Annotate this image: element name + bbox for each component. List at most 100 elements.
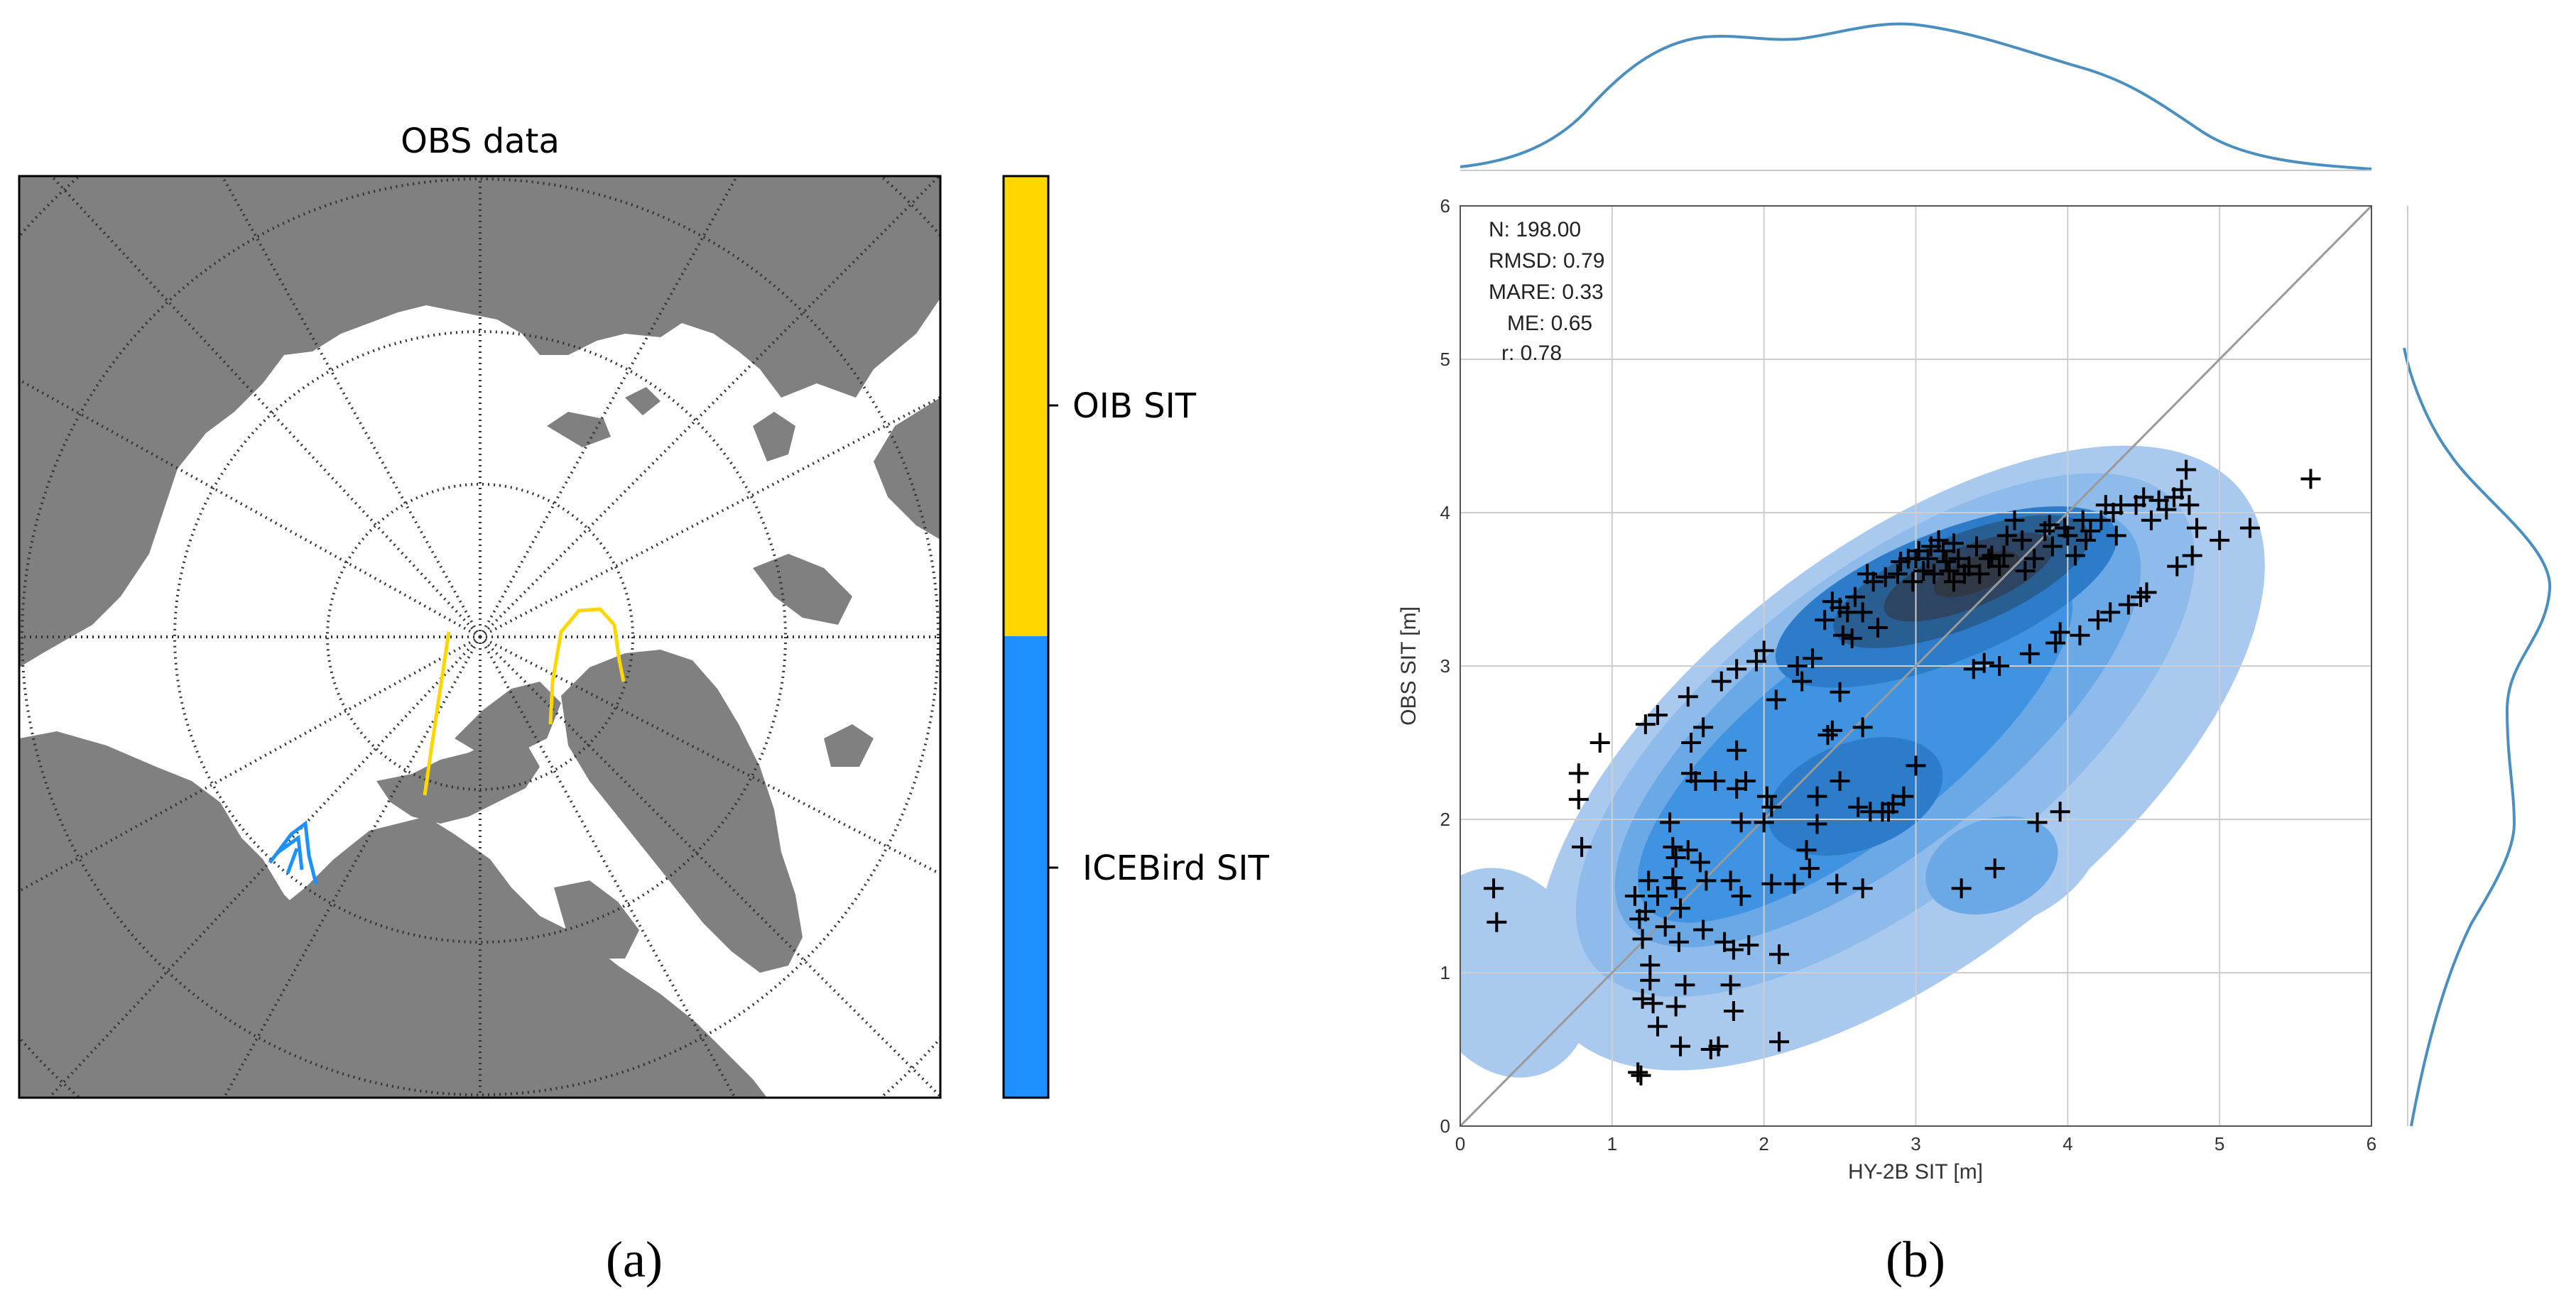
scatter-point [1665,848,1686,868]
scatter-point [1731,812,1751,833]
one-to-one-line [1459,204,2373,1127]
scatter-point [1903,572,1923,592]
scatter-point [1720,870,1741,891]
scatter-point [2156,499,2177,520]
scatter-point [1827,873,1847,894]
scatter-point [1678,687,1698,707]
map-land-novaya-zemlya [547,412,611,447]
x-tick-label: 4 [2063,1133,2072,1154]
scatter-point [1842,628,1862,649]
scatter-point [1761,873,1782,894]
scatter-point [1939,561,1960,581]
scatter-plot: 0 1 2 3 4 5 6 0 1 2 3 4 5 6 HY-2B SIT [m] OBS SIT [m… [1397,195,2376,1184]
y-tick-label: 1 [1440,962,1450,983]
scatter-point [1787,656,1808,676]
scatter-point [1681,733,1702,753]
scatter-point [2300,469,2321,489]
colorbar-label-oib: OIB SIT [1072,386,1197,426]
map-land-eurasia [19,176,940,667]
scatter-point [1868,618,1888,638]
icebird-track-2 [277,834,304,870]
scatter-point [1967,536,1987,557]
y-tick-labels: 0 1 2 3 4 5 6 [1440,195,1450,1137]
y-tick-label: 5 [1440,349,1450,370]
scatter-point [1723,939,1744,960]
scatter-point [1635,901,1656,922]
stat-r: r: 0.78 [1501,342,1562,365]
oib-tracks [423,607,626,796]
scatter-point [2039,515,2060,535]
scatter-point [1670,1036,1691,1056]
icebird-track-1 [268,820,318,885]
scatter-point [1761,797,1782,817]
stat-mare: MARE: 0.33 [1489,280,1604,304]
icebird-track-3 [286,848,299,874]
scatter-point [1852,878,1873,899]
stat-rmsd: RMSD: 0.79 [1489,249,1604,273]
scatter-point [1678,840,1698,861]
y-tick-label: 4 [1440,502,1450,523]
x-axis-label: HY-2B SIT [m] [1848,1160,1983,1184]
scatter-point [2167,556,2188,577]
scatter-point [1830,771,1850,791]
map-land-archipelago [376,738,540,824]
scatter-point [1665,878,1686,899]
scatter-point [1696,870,1717,891]
scatter-point [1815,610,1835,630]
scatter-point [2171,479,2192,500]
oib-track-north [423,631,451,796]
scatter-point [2179,495,2200,515]
colorbar-frame [1002,175,1050,1099]
scatter-point [1951,878,1972,899]
scatter-point [1807,786,1827,807]
scatter-point [1769,944,1790,965]
scatter-point [1668,932,1689,952]
scatter-point [1796,840,1817,861]
x-tick-label: 0 [1455,1133,1465,1154]
scatter-point [1643,993,1663,1014]
map-land-franz-josef [625,387,661,415]
scatter-point [1484,878,1504,899]
scatter-point [2015,561,2036,581]
scatter-point [1756,786,1777,807]
colorbar-segment-icebird [1004,636,1048,1098]
scatter-point [1675,975,1695,995]
oib-track-east [548,607,626,725]
scatter-point [2134,487,2154,508]
caption-b: (b) [1886,1231,1945,1288]
scatter-point [1928,530,1949,550]
kde-density [1460,445,2265,1078]
y-tick-label: 3 [1440,655,1450,677]
scatter-point [1693,919,1714,940]
scatter-point [2065,545,2086,566]
scatter-point [1665,996,1686,1017]
scatter-point [1936,552,1957,572]
scatter-point [1655,917,1675,937]
scatter-point [1817,725,1838,746]
scatter-point [2118,594,2138,615]
scatter-point [1766,689,1786,710]
scatter-point [1948,548,1969,569]
scatter-point [1832,625,1853,645]
scatter-point [1807,814,1827,834]
scatter-point [1822,720,1842,741]
right-marginal-kde [2403,347,2552,1127]
scatter-point [1803,648,1823,669]
scatter-point [2187,518,2207,538]
scatter-point [1799,858,1820,879]
scatter-point [1638,870,1659,891]
scatter-point [2239,518,2260,538]
scatter-point [1784,873,1805,894]
y-tick-label: 6 [1440,195,1450,217]
kde-level-3-lobe [1925,816,2058,915]
scatter-point [1647,705,1668,726]
scatter-point [1705,771,1726,791]
scatter-point [1893,786,1914,807]
map-land-europe [19,284,103,540]
map-title: OBS data [401,121,560,161]
scatter-point [2141,510,2161,530]
map-graticule [19,176,940,1098]
scatter-point [2080,520,2101,541]
kde-level-5-center [1767,737,1943,856]
scatter-point [2072,510,2093,530]
